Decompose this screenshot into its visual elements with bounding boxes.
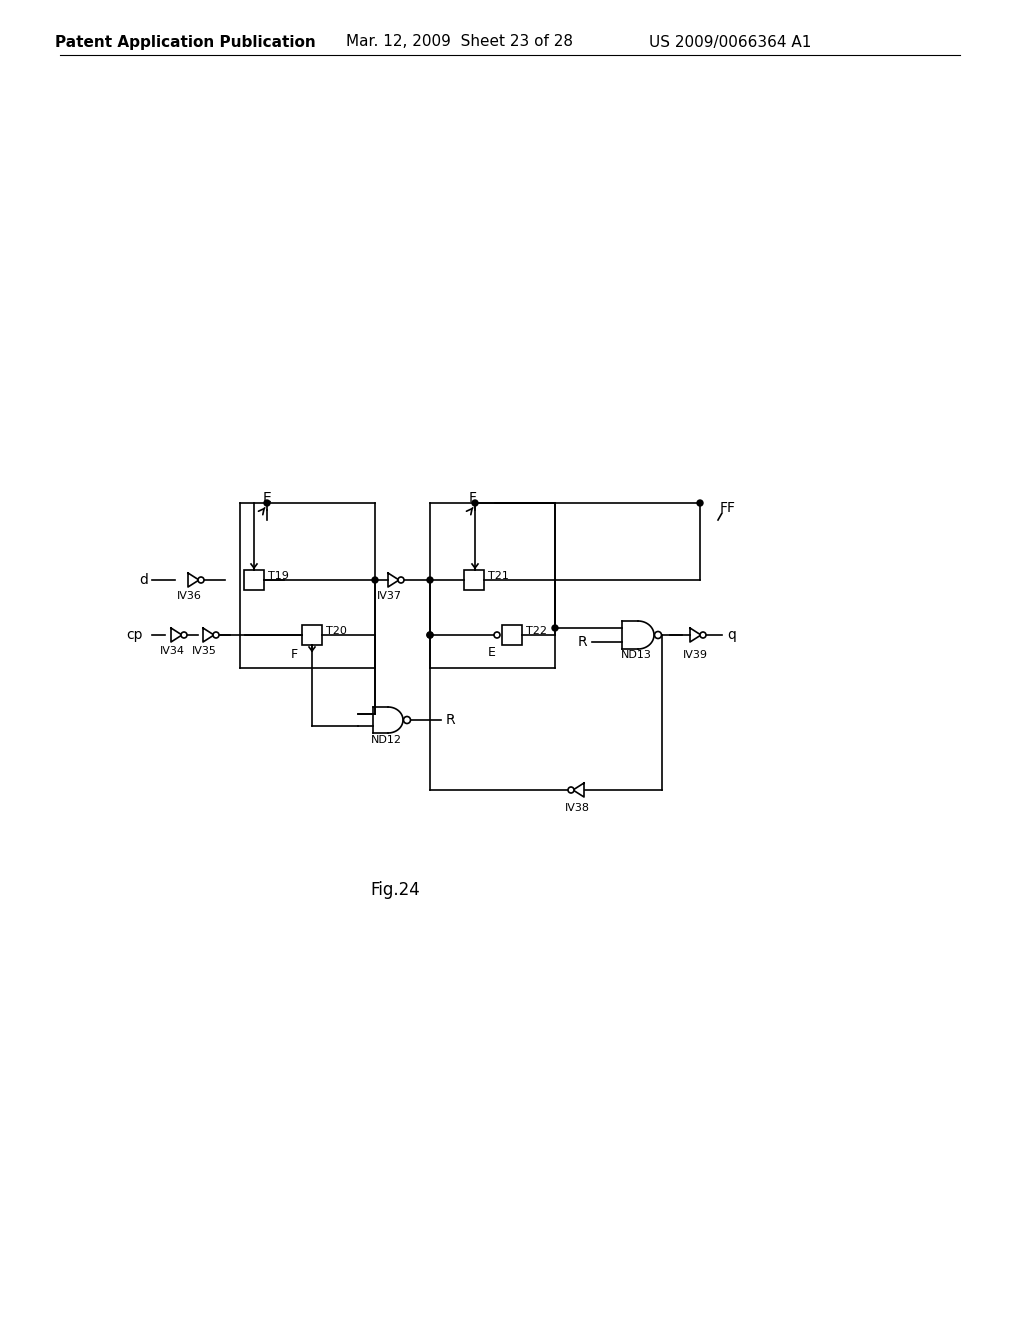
- Bar: [302, 624, 322, 645]
- Text: E: E: [488, 645, 496, 659]
- Text: ND13: ND13: [621, 649, 651, 660]
- Text: R: R: [446, 713, 456, 727]
- Text: cp: cp: [127, 628, 143, 642]
- Circle shape: [494, 632, 500, 638]
- Circle shape: [372, 577, 378, 583]
- Text: IV35: IV35: [191, 645, 216, 656]
- Circle shape: [427, 632, 433, 638]
- Text: FF: FF: [720, 502, 736, 515]
- Circle shape: [264, 500, 270, 506]
- Circle shape: [568, 787, 574, 793]
- Text: IV36: IV36: [176, 591, 202, 601]
- Text: Patent Application Publication: Patent Application Publication: [54, 34, 315, 49]
- Text: F: F: [469, 491, 477, 506]
- Text: US 2009/0066364 A1: US 2009/0066364 A1: [649, 34, 811, 49]
- Circle shape: [198, 577, 204, 583]
- Circle shape: [700, 632, 706, 638]
- Circle shape: [427, 632, 433, 638]
- Text: Fig.24: Fig.24: [370, 880, 420, 899]
- Bar: [464, 570, 484, 590]
- Circle shape: [552, 624, 558, 631]
- Text: R: R: [578, 635, 587, 649]
- Text: IV34: IV34: [160, 645, 184, 656]
- Text: IV39: IV39: [683, 649, 708, 660]
- Circle shape: [654, 631, 662, 639]
- Text: Mar. 12, 2009  Sheet 23 of 28: Mar. 12, 2009 Sheet 23 of 28: [346, 34, 573, 49]
- Circle shape: [403, 717, 411, 723]
- Text: ND12: ND12: [371, 735, 401, 744]
- Text: IV37: IV37: [377, 591, 401, 601]
- Text: F: F: [291, 648, 298, 661]
- Circle shape: [213, 632, 219, 638]
- Bar: [502, 624, 522, 645]
- Circle shape: [427, 577, 433, 583]
- Text: d: d: [139, 573, 148, 587]
- Text: q: q: [727, 628, 736, 642]
- Circle shape: [181, 632, 187, 638]
- Text: T22: T22: [526, 626, 547, 636]
- Bar: [244, 570, 264, 590]
- Text: T21: T21: [488, 572, 509, 581]
- Text: T19: T19: [268, 572, 289, 581]
- Text: T20: T20: [326, 626, 347, 636]
- Circle shape: [472, 500, 478, 506]
- Text: E: E: [262, 491, 271, 506]
- Text: IV38: IV38: [564, 803, 590, 813]
- Circle shape: [697, 500, 703, 506]
- Circle shape: [398, 577, 404, 583]
